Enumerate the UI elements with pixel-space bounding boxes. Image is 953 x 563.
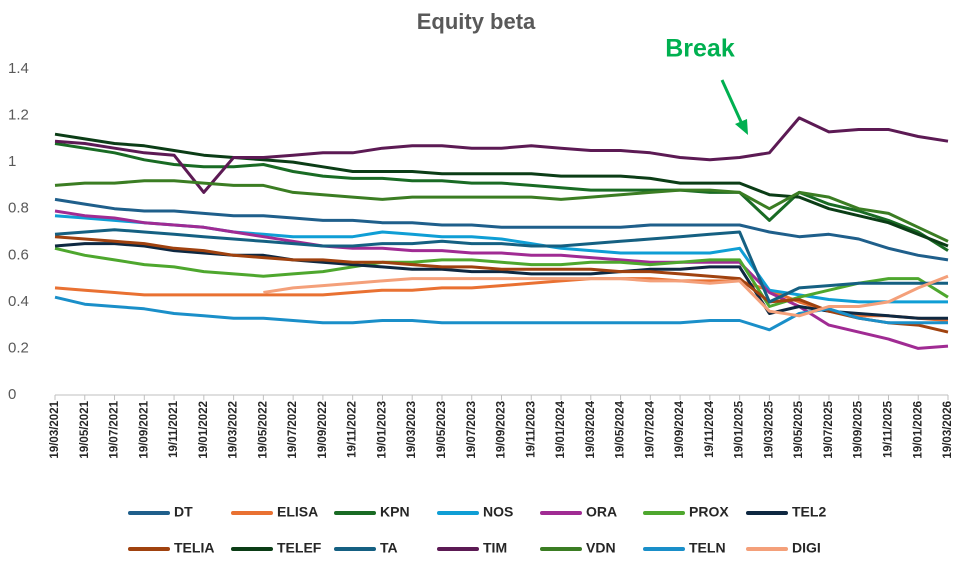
series-line (54, 242, 948, 320)
x-tick-label: 19/01/2026 (912, 401, 924, 459)
series-line (54, 116, 949, 194)
x-tick-label: 19/03/2021 (49, 400, 61, 458)
x-tick-label: 19/11/2022 (347, 401, 359, 458)
series-line (54, 179, 949, 243)
x-tick-label: 19/05/2021 (79, 400, 91, 458)
x-tick-label: 19/09/2024 (674, 400, 686, 458)
legend-label: VDN (586, 540, 616, 556)
chart-title: Equity beta (417, 9, 536, 34)
x-tick-label: 19/07/2024 (644, 400, 656, 458)
x-tick-label: 19/09/2022 (317, 401, 329, 459)
x-tick-label: 19/11/2025 (882, 400, 894, 458)
legend-label: TELIA (174, 540, 214, 556)
y-tick-label: 1.2 (8, 107, 29, 124)
series-line (54, 228, 948, 304)
x-tick-label: 19/05/2023 (436, 401, 448, 459)
series-line (54, 246, 949, 308)
arrow-head (735, 119, 748, 135)
series-line (54, 235, 949, 334)
y-tick-label: 0.6 (8, 246, 29, 263)
x-tick-label: 19/11/2021 (168, 400, 180, 458)
x-tick-label: 19/01/2025 (734, 400, 746, 458)
y-tick-label: 0.8 (8, 200, 29, 217)
y-tick-label: 1.4 (8, 60, 29, 77)
x-tick-label: 19/03/2023 (406, 401, 418, 459)
legend-label: TEL2 (792, 504, 826, 520)
x-tick-label: 19/09/2023 (496, 401, 508, 459)
legend-label: TELEF (277, 540, 322, 556)
annotation: Break (665, 35, 735, 63)
x-tick-label: 19/07/2023 (466, 401, 478, 459)
legend-label: KPN (380, 504, 410, 520)
legend-label: NOS (483, 504, 513, 520)
x-tick-label: 19/03/2022 (228, 401, 240, 459)
x-tick-label: 19/01/2024 (555, 400, 567, 458)
x-tick-label: 19/05/2024 (615, 400, 627, 458)
x-tick-label: 19/07/2025 (823, 400, 835, 458)
legend-label: DIGI (792, 540, 821, 556)
y-tick-label: 0 (8, 386, 16, 403)
series-line (54, 295, 948, 332)
arrow (720, 79, 744, 125)
x-tick-label: 19/05/2022 (257, 401, 269, 459)
legend-label: TIM (483, 540, 507, 556)
legend-label: TELN (689, 540, 726, 556)
legend-label: DT (174, 504, 193, 520)
series-line (263, 274, 949, 318)
x-tick-label: 19/01/2023 (376, 401, 388, 459)
x-tick-label: 19/09/2025 (853, 400, 865, 458)
y-tick-label: 1 (8, 153, 16, 170)
x-tick-label: 19/07/2022 (287, 401, 299, 459)
legend-label: ELISA (277, 504, 318, 520)
series-line (54, 197, 949, 262)
y-tick-label: 0.2 (8, 339, 29, 356)
x-tick-label: 19/01/2022 (198, 401, 210, 459)
legend-label: ORA (586, 504, 617, 520)
x-tick-label: 19/03/2024 (585, 400, 597, 458)
x-tick-label: 19/03/2025 (763, 400, 775, 458)
y-tick-label: 0.4 (8, 293, 29, 310)
series-line (54, 132, 949, 248)
x-tick-label: 19/03/2026 (942, 401, 953, 459)
x-tick-label: 19/05/2025 (793, 400, 805, 458)
legend-label: PROX (689, 504, 729, 520)
x-tick-label: 19/11/2023 (525, 401, 537, 458)
x-tick-label: 19/07/2021 (109, 400, 121, 458)
x-tick-label: 19/09/2021 (138, 400, 150, 458)
legend-label: TA (380, 540, 398, 556)
series-line (54, 277, 949, 322)
x-tick-label: 19/11/2024 (704, 400, 716, 458)
